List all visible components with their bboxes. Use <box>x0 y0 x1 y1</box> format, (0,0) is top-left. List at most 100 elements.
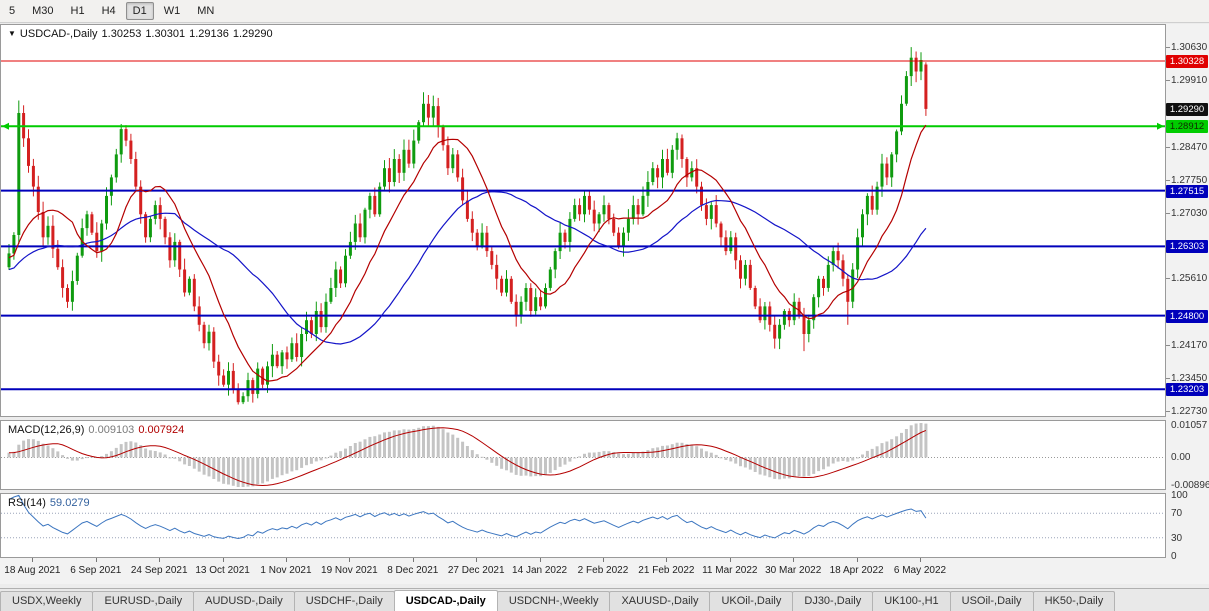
time-axis-tick <box>729 558 731 562</box>
fast-ma-line <box>8 124 927 382</box>
price-axis-tick <box>1166 179 1170 181</box>
macd-axis-label: 0.01057 <box>1171 420 1208 431</box>
candlestick-plot[interactable] <box>1 25 1165 416</box>
time-axis-label: 18 Aug 2021 <box>4 565 61 576</box>
price-axis-tick <box>1166 344 1170 346</box>
time-axis-tick <box>856 558 858 562</box>
price-axis-label: 1.24170 <box>1171 339 1208 351</box>
time-axis-tick <box>666 558 668 562</box>
macd-signal-value: 0.007924 <box>138 424 185 436</box>
rsi-value: 59.0279 <box>49 497 90 509</box>
price-axis-tick <box>1166 377 1170 379</box>
timeframe-button-h1[interactable]: H1 <box>70 5 85 17</box>
timeframe-button-w1[interactable]: W1 <box>163 5 181 17</box>
rsi-name: RSI(14) <box>8 497 46 509</box>
price-axis-tick <box>1166 80 1170 82</box>
ohlc-high: 1.30301 <box>145 28 186 40</box>
rsi-axis-label: 0 <box>1171 551 1177 562</box>
price-tag-level-blue-3: 1.24800 <box>1166 309 1208 323</box>
chart-tab-hk50-daily[interactable]: HK50-,Daily <box>1032 591 1116 611</box>
macd-signal-line <box>8 427 927 487</box>
price-axis-label: 1.22730 <box>1171 405 1208 417</box>
chart-dropdown-icon[interactable]: ▼ <box>8 29 16 38</box>
macd-axis-label: -0.00896 <box>1171 480 1209 491</box>
chart-tab-xauusd-daily[interactable]: XAUUSD-,Daily <box>609 591 711 611</box>
chart-tab-usoil-daily[interactable]: USOil-,Daily <box>949 591 1034 611</box>
time-axis-tick <box>285 558 287 562</box>
rsi-axis-label: 70 <box>1171 508 1183 520</box>
price-axis-tick <box>1166 47 1170 49</box>
chart-tab-dj30-daily[interactable]: DJ30-,Daily <box>792 591 874 611</box>
price-axis-label: 1.29910 <box>1171 75 1208 87</box>
macd-indicator-pane[interactable]: MACD(12,26,9) 0.009103 0.007924 <box>0 420 1166 490</box>
macd-plot[interactable] <box>1 421 1165 489</box>
chart-title: ▼ USDCAD-,Daily 1.30253 1.30301 1.29136 1.292… <box>8 28 277 40</box>
price-tag-level-blue-4: 1.23203 <box>1166 383 1208 397</box>
time-axis-label: 13 Oct 2021 <box>195 565 250 576</box>
price-axis-label: 1.28470 <box>1171 141 1208 153</box>
time-axis-tick <box>412 558 414 562</box>
price-axis-label: 1.23450 <box>1171 372 1208 384</box>
time-axis-label: 6 May 2022 <box>893 565 947 576</box>
price-tag-resistance-red: 1.30328 <box>1166 55 1208 68</box>
timeframe-button-d1[interactable]: D1 <box>125 2 154 20</box>
chart-tabs-bar: USDX,Weekly EURUSD-,Daily AUDUSD-,Daily USD… <box>0 588 1209 611</box>
time-axis-label: 24 Sep 2021 <box>130 565 188 576</box>
price-axis-tick <box>1166 410 1170 412</box>
time-axis-label: 18 Apr 2022 <box>829 565 884 576</box>
timeframe-toolbar: 5 M30 H1 H4 D1 W1 MN <box>0 0 1209 23</box>
chart-tab-usdx-weekly[interactable]: USDX,Weekly <box>0 591 94 611</box>
price-tag-current-price: 1.29290 <box>1166 102 1208 116</box>
timeframe-button-m30[interactable]: M30 <box>32 5 54 17</box>
chart-tab-audusd-daily[interactable]: AUDUSD-,Daily <box>193 591 295 611</box>
chart-tab-usdcad-daily[interactable]: USDCAD-,Daily <box>393 590 498 611</box>
time-axis-label: 30 Mar 2022 <box>765 565 822 576</box>
time-axis-tick <box>32 558 34 562</box>
candles <box>1 47 1165 405</box>
time-axis-label: 27 Dec 2021 <box>447 565 505 576</box>
rsi-line <box>8 494 927 540</box>
chart-symbol-label: USDCAD-,Daily <box>19 28 98 40</box>
time-axis-tick <box>95 558 97 562</box>
hline-left-arrow-icon <box>2 122 9 130</box>
price-axis-label: 1.25610 <box>1171 273 1208 285</box>
rsi-axis-label: 100 <box>1171 490 1188 501</box>
timeframe-button-mn[interactable]: MN <box>197 5 215 17</box>
chart-tab-eurusd-daily[interactable]: EURUSD-,Daily <box>92 591 195 611</box>
rsi-indicator-pane[interactable]: RSI(14) 59.0279 <box>0 493 1166 558</box>
chart-tab-uk100-h1[interactable]: UK100-,H1 <box>872 591 951 611</box>
slow-ma-line <box>8 190 927 345</box>
time-axis-label: 21 Feb 2022 <box>638 565 695 576</box>
main-chart-pane[interactable]: ▼ USDCAD-,Daily 1.30253 1.30301 1.29136 1.292… <box>0 24 1166 417</box>
time-axis-tick <box>349 558 351 562</box>
rsi-plot[interactable] <box>1 494 1165 557</box>
time-axis-label: 1 Nov 2021 <box>260 565 312 576</box>
ohlc-close: 1.29290 <box>232 28 273 40</box>
macd-label: MACD(12,26,9) 0.009103 0.007924 <box>8 424 188 436</box>
ohlc-low: 1.29136 <box>189 28 229 40</box>
timeframe-button-h4[interactable]: H4 <box>101 5 116 17</box>
timeframe-button-5[interactable]: 5 <box>9 5 16 17</box>
time-axis-label: 8 Dec 2021 <box>387 565 439 576</box>
time-axis-tick <box>539 558 541 562</box>
price-axis-tick <box>1166 278 1170 280</box>
time-axis-label: 11 Mar 2022 <box>702 565 758 576</box>
price-tag-level-blue-2: 1.26303 <box>1166 240 1208 254</box>
price-axis-tick <box>1166 146 1170 148</box>
chart-tab-ukoil-daily[interactable]: UKOil-,Daily <box>709 591 794 611</box>
ohlc-open: 1.30253 <box>101 28 142 40</box>
chart-tab-usdchf-daily[interactable]: USDCHF-,Daily <box>293 591 395 611</box>
time-axis[interactable]: 18 Aug 2021 6 Sep 2021 24 Sep 2021 13 Oct 2… <box>0 558 1166 584</box>
time-axis-tick <box>476 558 478 562</box>
macd-main-value: 0.009103 <box>88 424 135 436</box>
time-axis-tick <box>602 558 604 562</box>
price-axis-tick <box>1166 212 1170 214</box>
time-axis-tick <box>159 558 161 562</box>
time-axis-label: 19 Nov 2021 <box>321 565 378 576</box>
time-axis-tick <box>919 558 921 562</box>
price-axis[interactable]: 1.30630 1.29910 1.28470 1.27750 1.27030 1.256… <box>1166 24 1209 584</box>
chart-tab-usdcnh-weekly[interactable]: USDCNH-,Weekly <box>496 591 611 611</box>
price-axis-label: 1.27750 <box>1171 174 1208 186</box>
price-tag-level-blue-1: 1.27515 <box>1166 184 1208 198</box>
time-axis-tick <box>222 558 224 562</box>
